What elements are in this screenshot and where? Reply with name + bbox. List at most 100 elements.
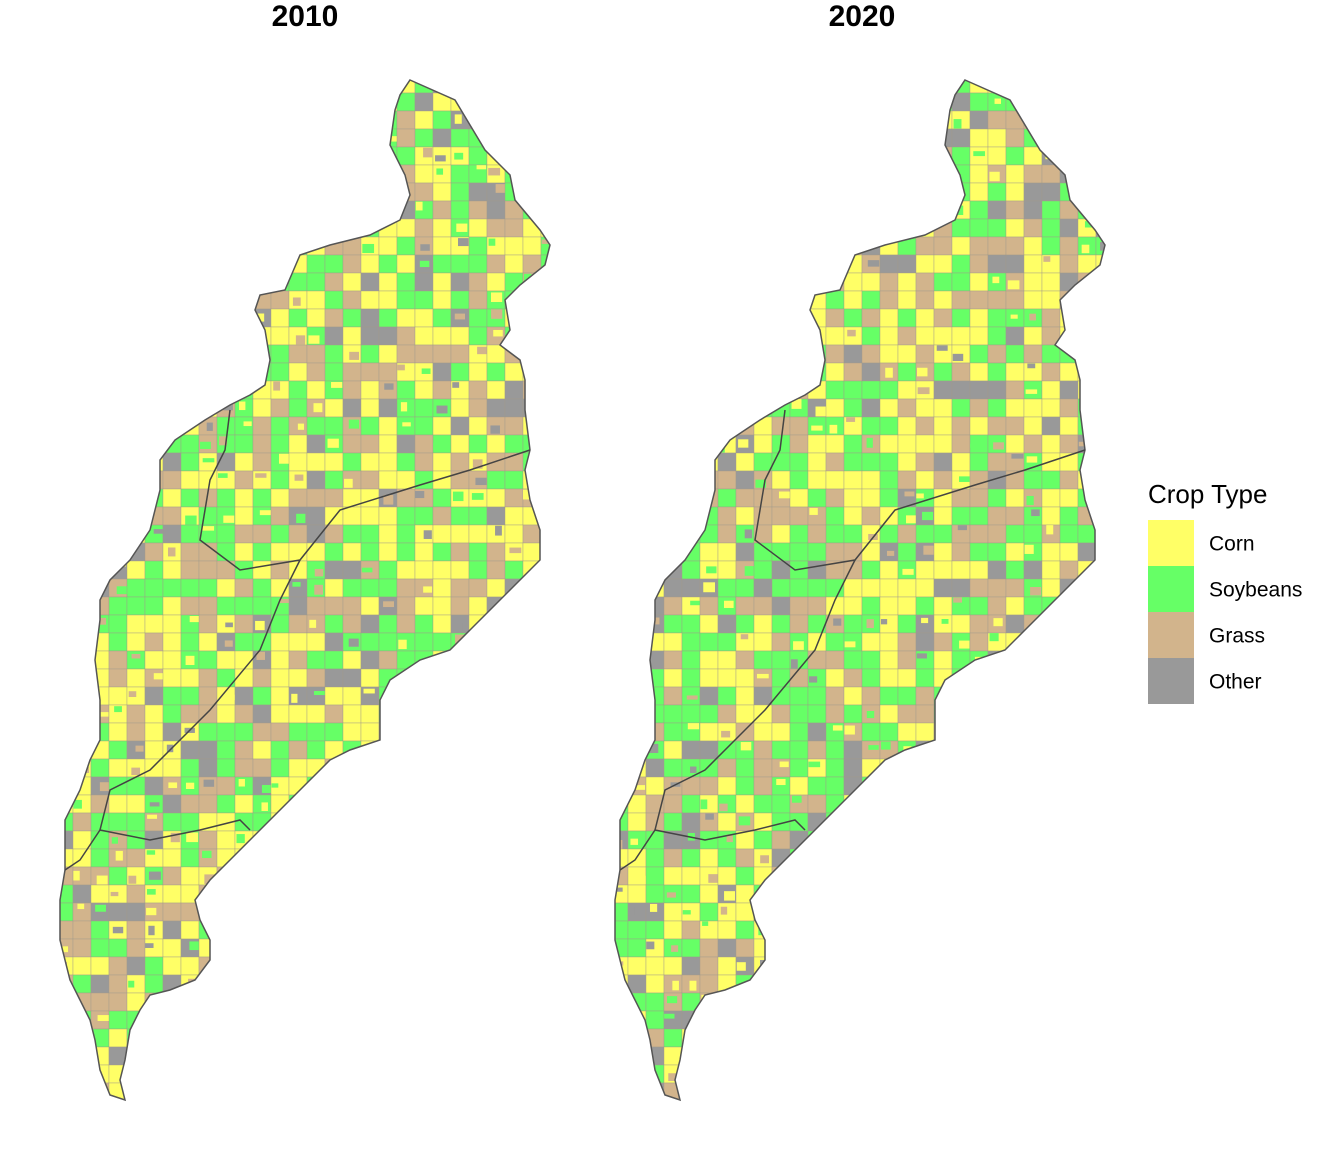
field [1010,314,1018,319]
field [1023,974,1043,994]
field [718,422,725,428]
field [861,218,881,238]
field [992,820,1001,829]
field [128,691,137,698]
field [1023,524,1043,544]
field [987,362,1007,382]
field [897,884,917,904]
field [77,903,85,910]
field [789,236,809,256]
field [1041,704,1061,724]
field [504,992,524,1012]
field [314,584,324,595]
field [615,529,621,535]
field [129,245,139,251]
field [252,704,272,724]
field [1023,434,1043,454]
field [216,956,236,976]
field [993,442,1005,450]
field [147,814,158,819]
field [270,398,290,418]
field [522,794,542,814]
field [753,290,773,310]
field [846,1011,857,1021]
field [432,542,452,562]
field [951,920,971,940]
field [1099,975,1105,984]
field [951,182,971,202]
field [468,920,488,940]
field [843,578,863,598]
field [361,872,369,879]
field [414,812,434,832]
field [917,367,928,377]
field [1046,741,1053,748]
field [615,1010,629,1030]
field [492,205,501,210]
field [699,110,719,130]
field [361,567,373,573]
field [216,200,236,220]
field [108,434,128,454]
field [432,704,452,724]
field [1059,218,1079,238]
field [861,452,881,472]
field [270,182,290,202]
field [844,1101,862,1119]
field [1005,164,1025,184]
field [969,1028,989,1048]
field [1095,488,1105,508]
field [450,1082,470,1100]
field [273,136,283,144]
field [1041,614,1061,634]
field [198,650,218,670]
field [1059,380,1079,400]
field [753,110,773,130]
field [879,110,899,130]
field [468,272,488,292]
field [735,1028,755,1048]
field [987,488,1007,508]
field [147,400,159,410]
field [789,182,809,202]
field [753,380,773,400]
field [1005,776,1025,796]
field [450,164,470,184]
field [450,398,470,418]
field [933,254,953,274]
field [504,164,524,184]
field [1046,888,1057,894]
field [681,668,701,688]
field [825,236,845,256]
field [735,308,755,328]
field [753,740,773,760]
field [288,236,308,256]
field [645,434,665,454]
field [681,560,701,580]
field [414,740,434,760]
field [879,1046,899,1066]
field [953,691,964,697]
field [378,344,398,364]
field [1050,1106,1059,1115]
field [793,641,804,650]
field [162,938,182,958]
field [951,80,971,94]
field [717,326,737,346]
field [415,1101,433,1119]
field [627,362,647,382]
field [396,830,416,850]
field [162,794,182,814]
field [879,524,899,544]
field [970,838,983,847]
field [753,596,773,616]
field [825,146,845,166]
field [615,564,627,571]
field [1059,866,1079,886]
field [127,512,139,518]
field [795,1037,807,1044]
field [126,938,146,958]
field [987,902,1007,922]
field [115,850,123,861]
field [259,747,271,752]
